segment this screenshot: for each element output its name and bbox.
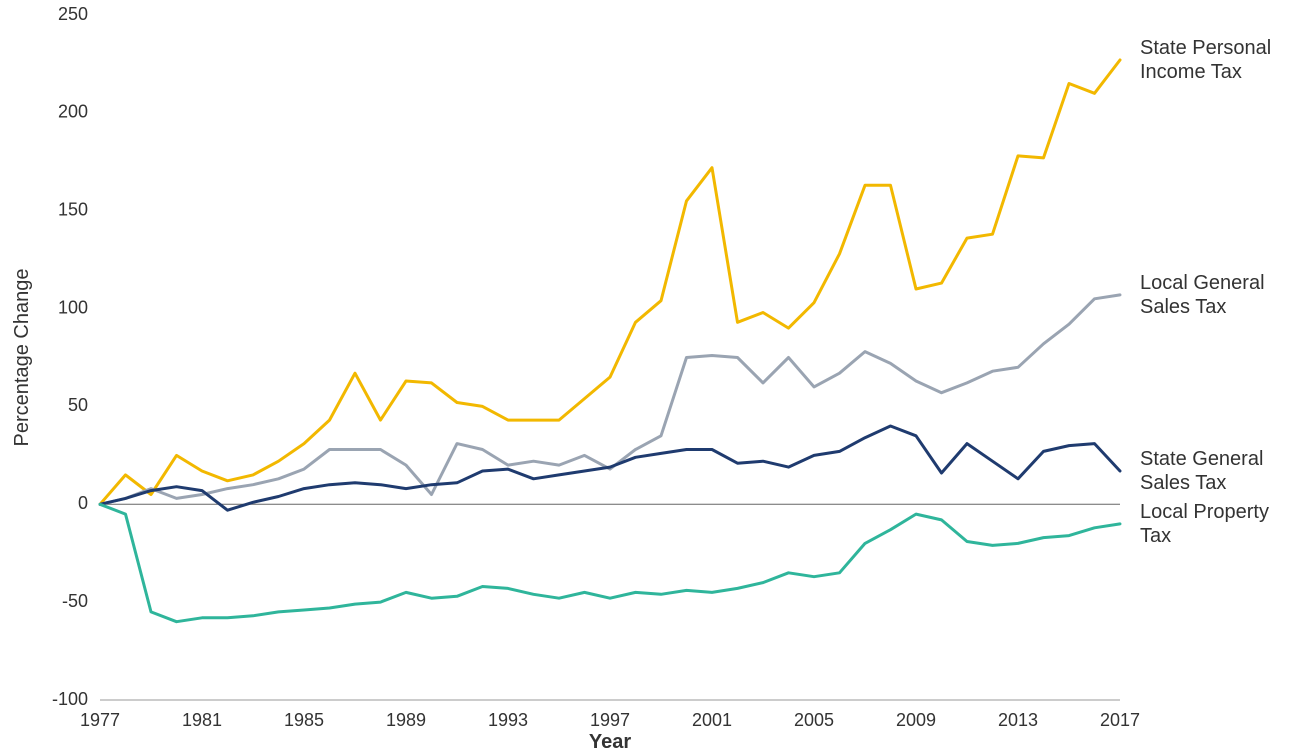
x-tick-label: 2009 xyxy=(896,710,936,730)
y-tick-label: -100 xyxy=(52,689,88,709)
series-line xyxy=(100,504,1120,621)
series-label: Local Property xyxy=(1140,501,1269,523)
series-label: State General xyxy=(1140,448,1263,470)
x-axis-title: Year xyxy=(589,731,631,753)
y-tick-label: 200 xyxy=(58,102,88,122)
series-label: Sales Tax xyxy=(1140,472,1226,494)
series-label: Tax xyxy=(1140,525,1171,547)
x-tick-label: 1985 xyxy=(284,710,324,730)
y-axis-title: Percentage Change xyxy=(11,269,33,447)
x-tick-label: 2001 xyxy=(692,710,732,730)
x-tick-label: 2013 xyxy=(998,710,1038,730)
x-tick-label: 2017 xyxy=(1100,710,1140,730)
y-tick-label: 100 xyxy=(58,297,88,317)
x-tick-label: 1997 xyxy=(590,710,630,730)
series-label: Sales Tax xyxy=(1140,296,1226,318)
x-tick-label: 1981 xyxy=(182,710,222,730)
x-tick-label: 1989 xyxy=(386,710,426,730)
y-tick-label: 150 xyxy=(58,199,88,219)
x-tick-label: 1977 xyxy=(80,710,120,730)
y-tick-label: -50 xyxy=(62,591,88,611)
chart-svg: -100 -50 0 50 100 150 200 250 1977 1981 1985 1989 19… xyxy=(0,0,1300,756)
line-chart: -100 -50 0 50 100 150 200 250 1977 1981 1985 1989 19… xyxy=(0,0,1300,756)
series-line xyxy=(100,426,1120,510)
series-label: Local General xyxy=(1140,272,1265,294)
x-tick-label: 2005 xyxy=(794,710,834,730)
y-tick-label: 250 xyxy=(58,4,88,24)
series-line xyxy=(100,60,1120,504)
series-label: Income Tax xyxy=(1140,61,1242,83)
y-tick-label: 50 xyxy=(68,395,88,415)
series-label: State Personal xyxy=(1140,37,1271,59)
x-tick-label: 1993 xyxy=(488,710,528,730)
y-tick-label: 0 xyxy=(78,493,88,513)
series-line xyxy=(100,295,1120,504)
